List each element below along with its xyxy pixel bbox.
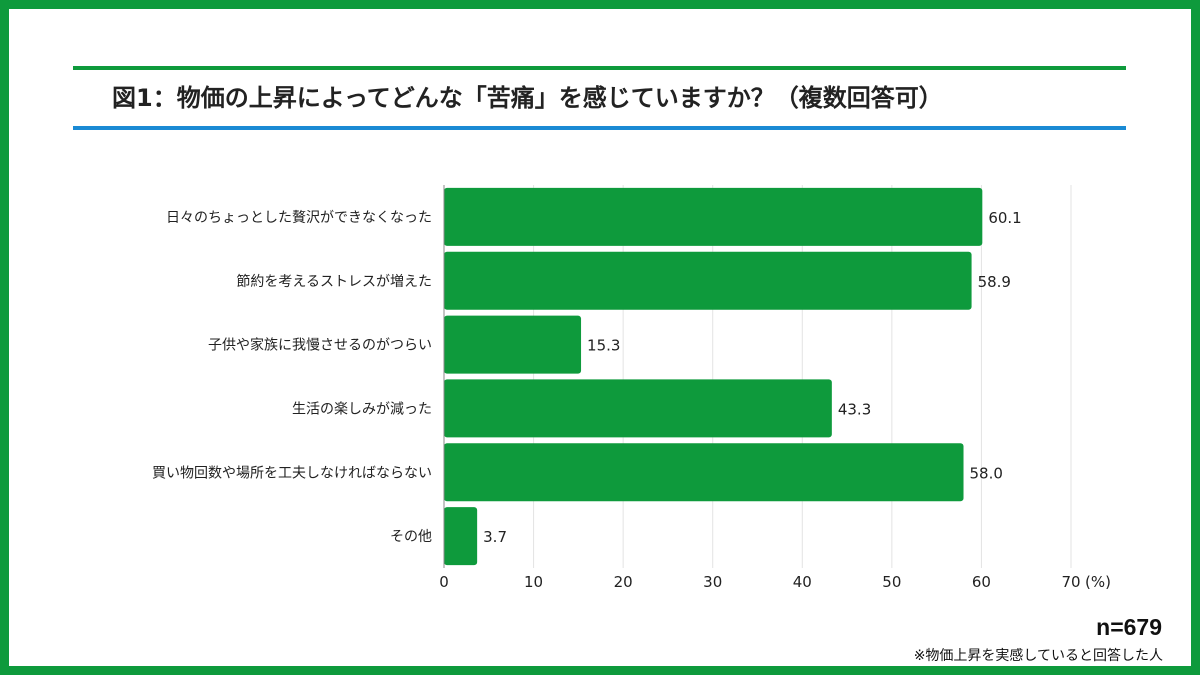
title-rule-bottom — [73, 126, 1126, 130]
category-label: その他 — [390, 529, 432, 545]
x-tick-label: 20 — [614, 573, 633, 591]
bar — [444, 379, 832, 438]
bar — [444, 507, 478, 566]
value-label: 58.9 — [978, 273, 1011, 291]
bar — [444, 315, 582, 374]
category-label: 子供や家族に我慢させるのがつらい — [208, 337, 432, 354]
value-label: 3.7 — [483, 528, 507, 546]
bar — [444, 251, 972, 310]
title-rule-top — [73, 66, 1126, 70]
x-tick-label: 0 — [439, 573, 449, 591]
bar — [444, 443, 964, 502]
category-label: 買い物回数や場所を工夫しなければならない — [152, 465, 432, 481]
sample-size: n=679 — [1096, 614, 1162, 640]
x-tick-label: 10 — [524, 573, 543, 591]
bar — [444, 187, 983, 246]
category-label: 生活の楽しみが減った — [292, 400, 432, 417]
x-unit-label: (%) — [1085, 573, 1111, 591]
category-label: 節約を考えるストレスが増えた — [236, 273, 432, 290]
x-tick-label: 30 — [703, 573, 722, 591]
category-label: 日々のちょっとした贅沢ができなくなった — [166, 209, 432, 226]
x-tick-label: 70 — [1061, 573, 1080, 591]
x-tick-label: 40 — [793, 573, 812, 591]
chart-title: 図1：物価の上昇によってどんな「苦痛」を感じていますか？（複数回答可） — [112, 84, 943, 112]
x-tick-label: 60 — [972, 573, 991, 591]
value-label: 58.0 — [970, 464, 1003, 482]
value-label: 15.3 — [587, 337, 620, 355]
value-label: 60.1 — [988, 209, 1021, 227]
x-tick-label: 50 — [882, 573, 901, 591]
footnote: ※物価上昇を実感していると回答した人 — [913, 648, 1163, 664]
value-label: 43.3 — [838, 400, 871, 418]
